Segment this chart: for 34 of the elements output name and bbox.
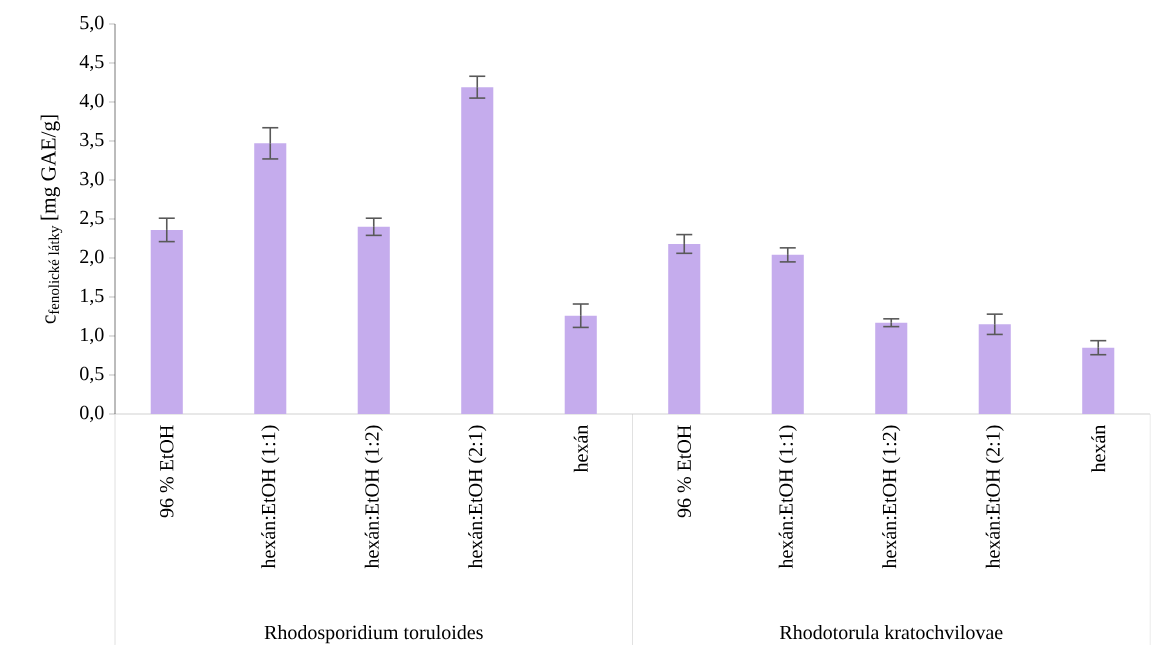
x-tick-label: hexán:EtOH (1:1) [778, 425, 797, 569]
bar [668, 243, 701, 414]
y-tick-label: 0,5 [80, 366, 104, 384]
bar [461, 87, 494, 414]
y-tick-label: 4,5 [79, 54, 104, 72]
bar [150, 229, 183, 414]
y-axis-title: $\text{c}_{\text{fenolické látky}}\,\text{[mg GAE/g]}$ [40, 115, 63, 324]
x-tick-label: hexán:EtOH (2:1) [985, 425, 1004, 569]
x-tick-label: 96 % EtOH [677, 425, 692, 518]
x-tick-label: hexán:EtOH (2:1) [468, 425, 487, 569]
bar [1082, 347, 1115, 414]
bar [875, 322, 908, 414]
y-tick-label: 2,0 [80, 249, 104, 267]
x-tick-label: hexán:EtOH (1:2) [364, 425, 383, 569]
bar [978, 324, 1011, 414]
y-tick-label: 4,0 [79, 93, 104, 111]
y-tick-label: 0,0 [80, 405, 104, 423]
bar [357, 226, 390, 414]
text: Rhodosporidium toruloides [264, 625, 483, 644]
x-tick-label: hexán:EtOH (1:1) [261, 425, 280, 569]
bar [254, 143, 287, 414]
x-tick-label: hexán [573, 424, 588, 473]
y-tick-label: 1,5 [81, 288, 104, 306]
text: Rhodotorula kratochvilovae [779, 625, 1003, 640]
bar [771, 254, 804, 414]
y-tick-label: 2,5 [80, 210, 104, 228]
y-tick-label: 1,0 [81, 327, 104, 345]
x-tick-label: hexán:EtOH (1:2) [882, 425, 901, 569]
y-tick-label: 3,0 [80, 171, 104, 189]
x-tick-label: 96 % EtOH [159, 425, 174, 518]
y-tick-label: 3,5 [80, 132, 104, 150]
bar [564, 315, 597, 414]
x-tick-label: hexán [1091, 424, 1106, 473]
y-tick-label: 5,0 [80, 15, 104, 33]
